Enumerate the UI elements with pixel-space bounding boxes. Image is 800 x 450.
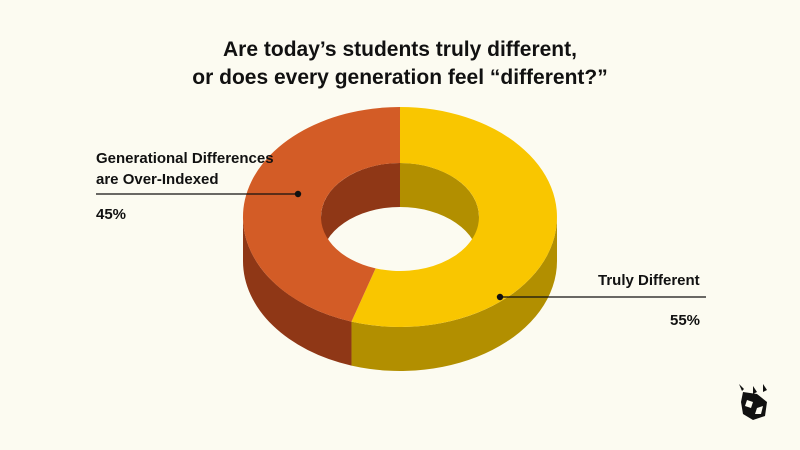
slice-inner-side-1-0 <box>321 163 400 261</box>
slice-label-truly-different-line-1: Truly Different <box>598 272 700 289</box>
chart-title-line-2: or does every generation feel “different… <box>192 66 608 89</box>
slice-inner-side-0-0 <box>400 163 479 261</box>
slice-label-over-indexed-line-2: are Over-Indexed <box>96 171 219 188</box>
leader-dot-over-indexed <box>294 190 302 198</box>
slice-label-over-indexed-line-1: Generational Differences <box>96 150 274 167</box>
slice-outer-side-0 <box>351 217 557 372</box>
slice-label-truly-different: Truly Different <box>598 270 700 291</box>
chart-title-line-1: Are today’s students truly different, <box>223 38 577 61</box>
rhino-logo-icon <box>739 384 767 420</box>
slice-value-over-indexed: 45% <box>96 206 127 223</box>
slice-top-1 <box>242 106 400 322</box>
slice-label-over-indexed: Generational Differences are Over-Indexe… <box>96 148 274 190</box>
slice-outer-side-1 <box>243 217 352 366</box>
slice-value-truly-different: 55% <box>670 312 701 329</box>
slice-top-0 <box>351 107 557 327</box>
leader-dot-truly-different <box>496 293 504 301</box>
chart-title: Are today’s students truly different, or… <box>0 36 800 92</box>
